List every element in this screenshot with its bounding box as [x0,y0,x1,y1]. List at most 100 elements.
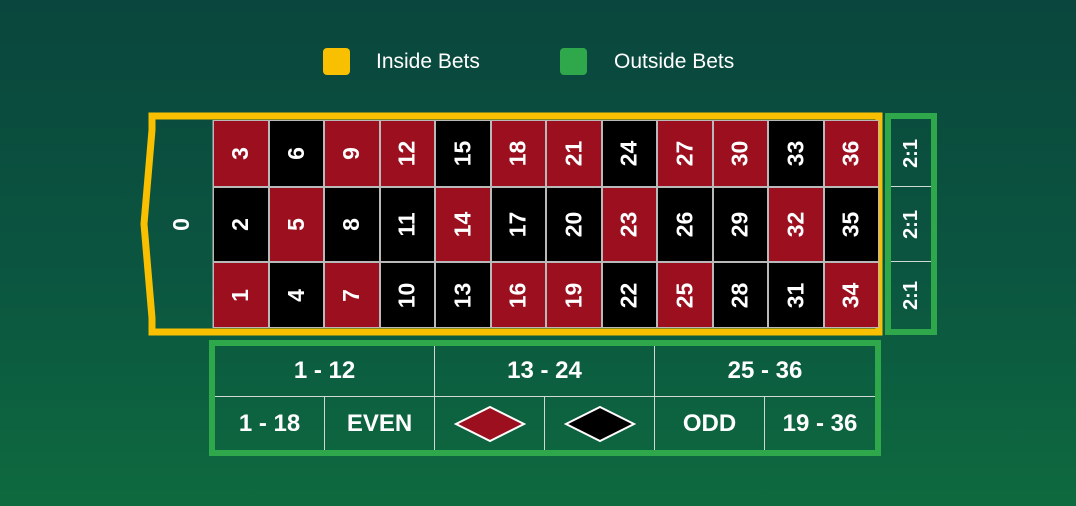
number-cell-2[interactable]: 2 [213,187,269,262]
dozen-bet-1[interactable]: 1 - 12 [215,346,435,397]
number-cell-1[interactable]: 1 [213,262,269,328]
number-cell-24[interactable]: 24 [601,120,657,187]
zero-label: 0 [167,217,194,231]
dozen-label: 25 - 36 [727,357,803,384]
inside-bets-label: Inside Bets [376,50,480,73]
even-money-label: EVEN [346,409,413,437]
number-label: 13 [449,282,476,308]
number-cell-29[interactable]: 29 [712,187,768,262]
number-cell-33[interactable]: 33 [768,120,824,187]
number-cell-31[interactable]: 31 [768,262,824,328]
number-label: 35 [837,211,864,238]
number-cell-14[interactable]: 14 [435,187,491,262]
number-cell-10[interactable]: 10 [379,262,435,328]
number-label: 20 [560,211,587,238]
number-cell-21[interactable]: 21 [546,120,602,187]
dozen-label: 13 - 24 [507,357,582,384]
outside-bets-swatch [560,48,587,75]
number-cell-34[interactable]: 34 [823,262,879,328]
number-label: 14 [449,211,476,238]
number-cell-26[interactable]: 26 [657,187,713,262]
number-cell-3[interactable]: 3 [213,120,269,187]
number-label: 15 [449,140,476,167]
number-label: 18 [504,140,531,167]
number-label: 5 [282,218,309,231]
even-money-bet-1-18[interactable]: 1 - 18 [215,397,325,450]
number-cell-18[interactable]: 18 [490,120,546,187]
number-cell-27[interactable]: 27 [657,120,713,187]
number-cell-22[interactable]: 22 [601,262,657,328]
number-cell-32[interactable]: 32 [768,187,824,262]
number-label: 22 [615,282,642,308]
even-money-bet-19-36[interactable]: 19 - 36 [765,397,875,450]
number-cell-16[interactable]: 16 [490,262,546,328]
number-cell-7[interactable]: 7 [324,262,380,328]
number-label: 1 [227,288,254,302]
number-cell-15[interactable]: 15 [435,120,491,187]
black-diamond-icon [563,405,636,442]
number-label: 4 [282,288,309,302]
number-cell-8[interactable]: 8 [324,187,380,262]
even-money-bet-red[interactable] [435,397,545,450]
inside-bets-swatch [323,48,350,75]
number-label: 31 [782,282,809,308]
number-label: 17 [504,211,531,238]
dozen-bet-2[interactable]: 13 - 24 [435,346,655,397]
number-cell-23[interactable]: 23 [601,187,657,262]
zero-cell[interactable]: 0 [150,120,212,328]
number-label: 33 [782,140,809,167]
number-cell-19[interactable]: 19 [546,262,602,328]
number-cell-28[interactable]: 28 [712,262,768,328]
number-cell-20[interactable]: 20 [546,187,602,262]
number-label: 29 [726,211,753,238]
outside-bets-label: Outside Bets [614,50,735,73]
even-money-bet-odd[interactable]: ODD [655,397,765,450]
dozen-bet-3[interactable]: 25 - 36 [655,346,875,397]
number-cell-25[interactable]: 25 [657,262,713,328]
number-cell-35[interactable]: 35 [823,187,879,262]
number-label: 25 [671,282,698,308]
number-label: 3 [227,147,254,160]
number-cell-11[interactable]: 11 [379,187,435,262]
even-money-label: 19 - 36 [782,409,858,437]
number-label: 8 [338,218,365,231]
number-label: 32 [782,211,809,238]
number-label: 27 [671,140,698,167]
number-label: 36 [837,140,864,167]
number-label: 2 [227,218,254,231]
column-bet-2[interactable]: 2:1 [891,187,931,262]
number-cell-9[interactable]: 9 [324,120,380,187]
number-label: 34 [837,282,864,308]
even-money-bet-even[interactable]: EVEN [325,397,435,450]
number-label: 12 [393,140,420,167]
number-label: 23 [615,211,642,238]
number-label: 24 [615,140,642,167]
number-cell-4[interactable]: 4 [268,262,324,328]
number-label: 6 [282,147,309,160]
number-label: 16 [504,282,531,308]
number-label: 21 [560,140,587,167]
column-bet-3[interactable]: 2:1 [891,262,931,328]
number-label: 19 [560,282,587,308]
number-cell-6[interactable]: 6 [268,120,324,187]
column-bet-label: 2:1 [899,209,922,239]
number-label: 9 [338,147,365,160]
number-label: 10 [393,282,420,308]
number-cell-12[interactable]: 12 [379,120,435,187]
column-bet-label: 2:1 [899,138,922,168]
number-label: 11 [393,212,420,237]
number-label: 28 [726,282,753,308]
number-cell-5[interactable]: 5 [268,187,324,262]
dozen-label: 1 - 12 [293,357,356,384]
number-cell-17[interactable]: 17 [490,187,546,262]
column-bet-1[interactable]: 2:1 [891,120,931,187]
number-cell-30[interactable]: 30 [712,120,768,187]
column-bet-label: 2:1 [899,280,922,310]
number-cell-13[interactable]: 13 [435,262,491,328]
red-diamond-icon [453,405,526,442]
number-cell-36[interactable]: 36 [823,120,879,187]
number-label: 30 [726,140,753,167]
number-label: 26 [671,211,698,238]
even-money-label: 1 - 18 [238,409,301,437]
even-money-bet-black[interactable] [545,397,655,450]
